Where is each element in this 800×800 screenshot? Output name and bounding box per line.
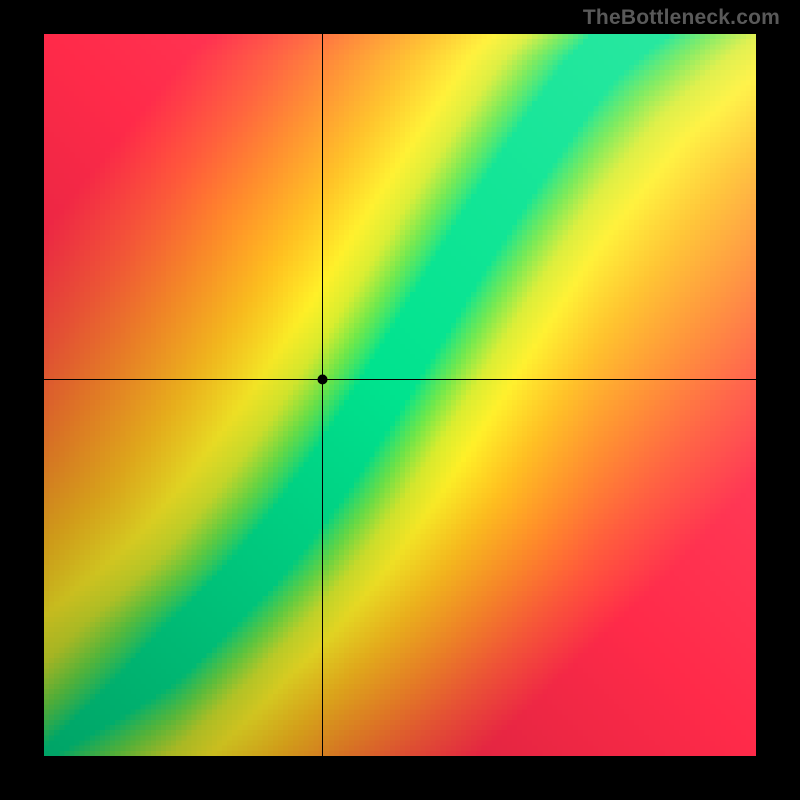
watermark-text: TheBottleneck.com — [583, 6, 780, 30]
heatmap-plot — [44, 34, 756, 756]
chart-container: { "watermark": { "text": "TheBottleneck.… — [0, 0, 800, 800]
crosshair-overlay — [44, 34, 756, 756]
